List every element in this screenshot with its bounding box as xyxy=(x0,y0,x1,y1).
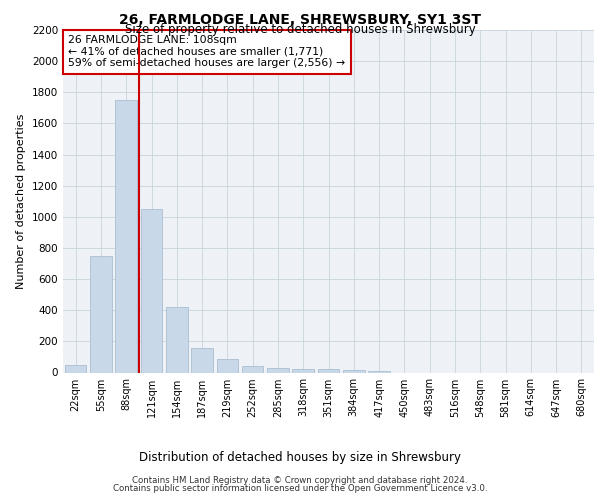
Text: 26 FARMLODGE LANE: 108sqm
← 41% of detached houses are smaller (1,771)
59% of se: 26 FARMLODGE LANE: 108sqm ← 41% of detac… xyxy=(68,35,346,68)
Bar xyxy=(267,368,289,372)
Bar xyxy=(115,100,137,372)
Text: Contains HM Land Registry data © Crown copyright and database right 2024.: Contains HM Land Registry data © Crown c… xyxy=(132,476,468,485)
Text: Size of property relative to detached houses in Shrewsbury: Size of property relative to detached ho… xyxy=(125,22,475,36)
Bar xyxy=(217,360,238,372)
Bar xyxy=(141,209,162,372)
Bar xyxy=(166,307,188,372)
Bar xyxy=(242,366,263,372)
Bar xyxy=(65,364,86,372)
Bar xyxy=(318,370,339,372)
Bar xyxy=(368,371,390,372)
Bar xyxy=(191,348,213,372)
Text: Contains public sector information licensed under the Open Government Licence v3: Contains public sector information licen… xyxy=(113,484,487,493)
Text: 26, FARMLODGE LANE, SHREWSBURY, SY1 3ST: 26, FARMLODGE LANE, SHREWSBURY, SY1 3ST xyxy=(119,12,481,26)
Bar xyxy=(292,368,314,372)
Y-axis label: Number of detached properties: Number of detached properties xyxy=(16,114,26,289)
Bar xyxy=(343,370,365,372)
Text: Distribution of detached houses by size in Shrewsbury: Distribution of detached houses by size … xyxy=(139,451,461,464)
Bar xyxy=(90,256,112,372)
